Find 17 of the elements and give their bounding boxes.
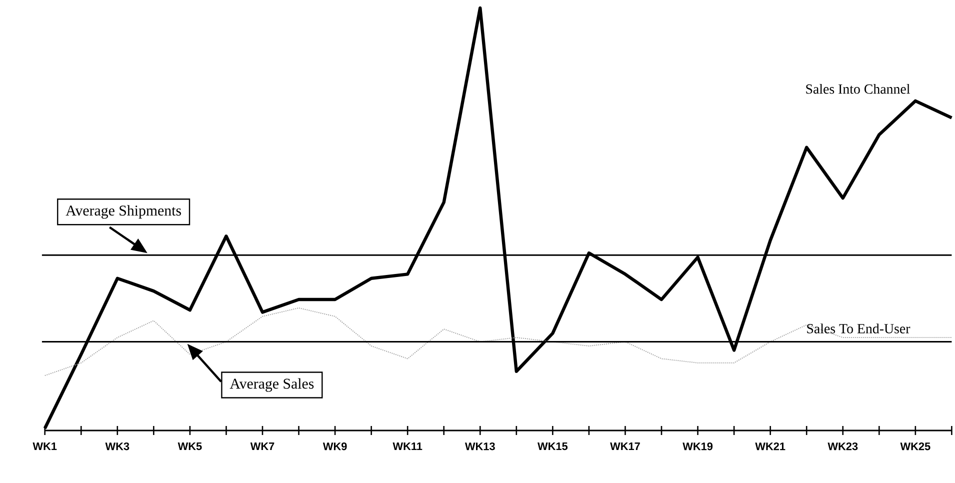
x-tick-label: WK25 [900, 442, 930, 450]
x-tick-label: WK7 [250, 442, 274, 450]
x-tick-label: WK23 [828, 442, 858, 450]
x-tick-label: WK9 [322, 442, 347, 450]
x-tick-label: WK11 [392, 442, 422, 450]
ref-line-label: Average Shipments [66, 204, 181, 219]
x-tick-label: WK5 [178, 442, 202, 450]
x-tick-label: WK19 [682, 442, 713, 450]
x-tick-label: WK3 [105, 442, 130, 450]
x-tick-label: WK17 [610, 442, 640, 450]
ref-line-label: Average Sales [230, 378, 314, 392]
x-tick-label: WK1 [32, 442, 57, 450]
series-label: Sales Into Channel [806, 84, 910, 94]
x-tick-label: WK15 [538, 442, 568, 450]
x-tick-label: WK13 [464, 442, 495, 450]
x-tick-label: WK21 [755, 442, 786, 450]
series-label: Sales To End-User [807, 323, 910, 334]
